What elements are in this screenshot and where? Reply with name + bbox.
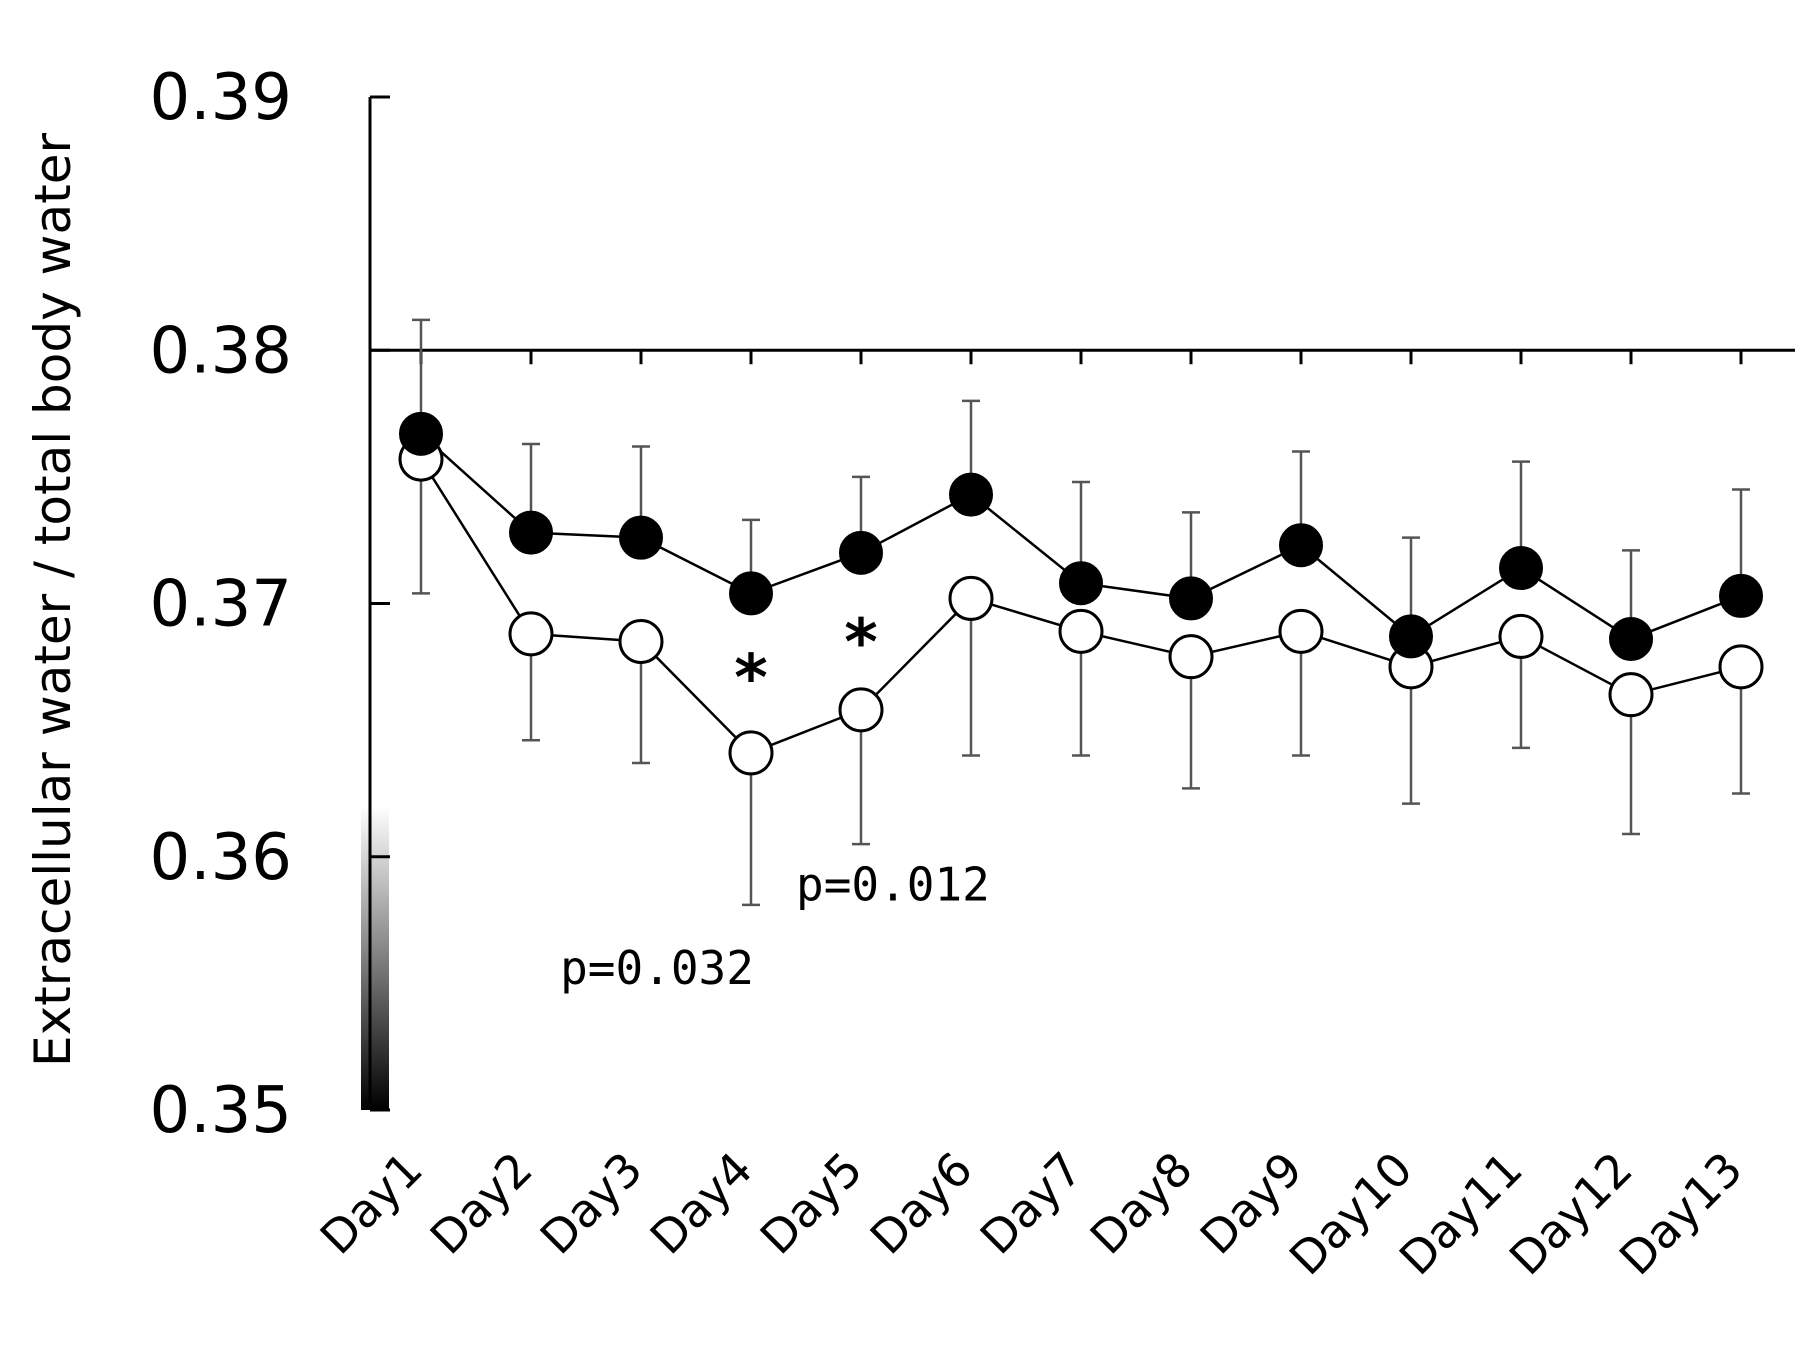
y-tick-label: 0.38 <box>150 314 293 388</box>
x-tick-label: Day1 <box>310 1142 433 1265</box>
x-tick-label: Day10 <box>1279 1142 1423 1286</box>
y-tick-label: 0.36 <box>150 821 293 895</box>
significance-star: * <box>734 642 767 716</box>
open-circle-point <box>1718 644 1764 690</box>
significance-star: * <box>844 606 877 680</box>
filled-circle-point <box>1499 546 1543 591</box>
p-value-label: p=0.032 <box>560 941 754 995</box>
x-tick-label: Day4 <box>640 1142 763 1265</box>
y-tick-label: 0.39 <box>150 61 293 135</box>
open-circle-point <box>838 687 884 733</box>
filled-circle-point <box>729 571 773 616</box>
filled-circle-point <box>1609 616 1653 661</box>
filled-circle-point <box>1279 523 1323 568</box>
x-tick-label: Day13 <box>1609 1142 1753 1286</box>
open-circle-point <box>1058 608 1104 654</box>
x-tick-label: Day11 <box>1389 1142 1533 1286</box>
x-tick-label: Day3 <box>530 1142 653 1265</box>
filled-circle-point <box>1059 561 1103 606</box>
x-tick-label: Day7 <box>970 1142 1093 1265</box>
open-circle-point <box>618 618 664 664</box>
filled-circle-point <box>1169 576 1213 621</box>
filled-circle-point <box>1389 614 1433 659</box>
p-value-label: p=0.012 <box>796 858 990 912</box>
y-axis-title: Extracellular water / total body water <box>24 133 82 1067</box>
filled-circle-point <box>839 530 883 575</box>
x-tick-label: Day2 <box>420 1142 543 1265</box>
open-circle-point <box>508 611 554 657</box>
x-tick-label: Day12 <box>1499 1142 1643 1286</box>
open-circle-point <box>1608 672 1654 718</box>
y-tick-label: 0.37 <box>150 568 293 642</box>
x-tick-label: Day5 <box>750 1142 873 1265</box>
open-circle-point <box>948 575 994 621</box>
y-tick-label: 0.35 <box>150 1074 293 1148</box>
open-circle-point <box>1498 613 1544 659</box>
open-circle-point <box>728 730 774 776</box>
filled-circle-point <box>619 515 663 560</box>
open-circle-point <box>1278 608 1324 654</box>
open-circle-point <box>1168 634 1214 680</box>
x-tick-label: Day8 <box>1080 1142 1203 1265</box>
filled-circle-point <box>399 411 443 456</box>
filled-circle-point <box>509 510 553 555</box>
filled-circle-point <box>1719 573 1763 618</box>
x-tick-label: Day6 <box>860 1142 983 1265</box>
filled-circle-point <box>949 472 993 517</box>
y-axis-gradient-bar <box>361 620 389 1110</box>
